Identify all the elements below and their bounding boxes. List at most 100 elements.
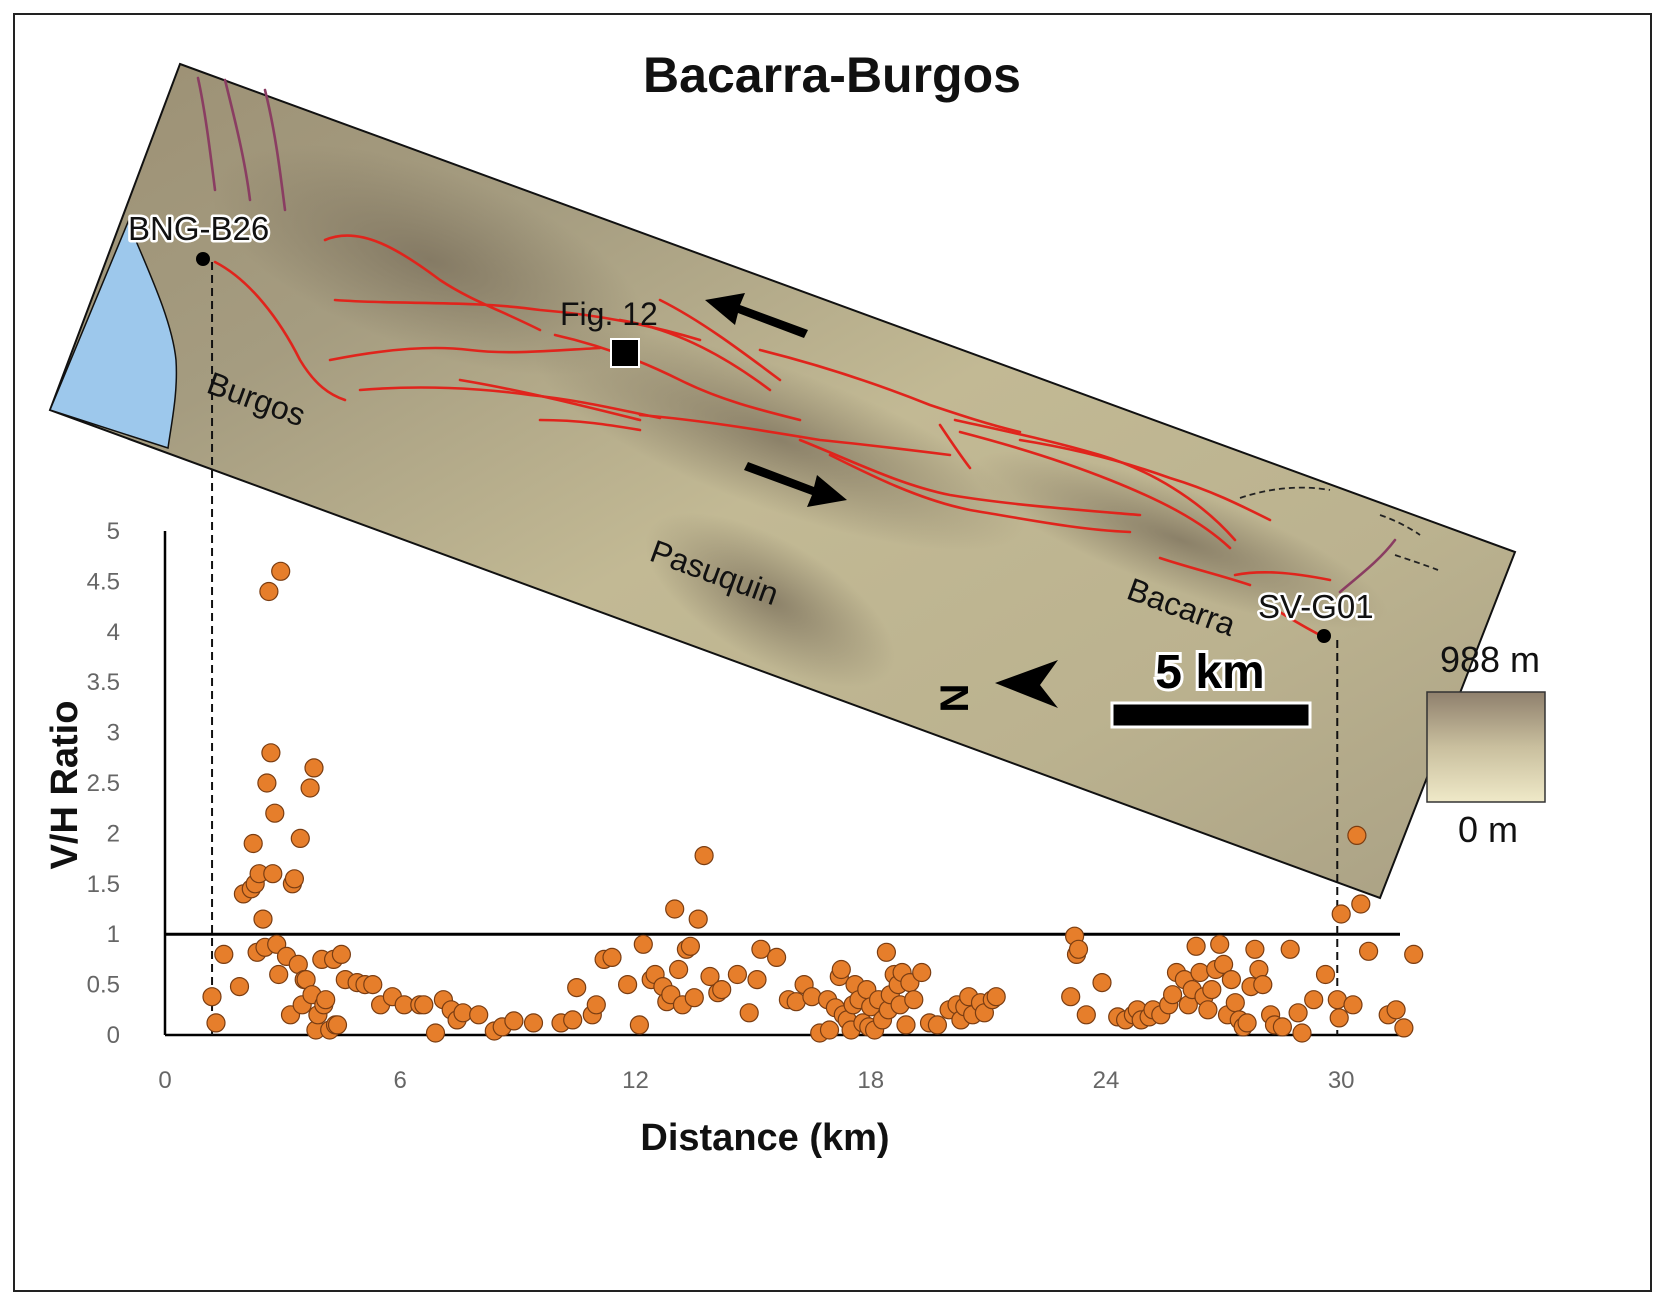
- data-point: [1329, 1008, 1349, 1028]
- north-arrow-icon: [995, 660, 1058, 708]
- data-point: [1076, 1005, 1096, 1025]
- x-tick-label: 0: [158, 1067, 171, 1094]
- y-axis-title: V/H Ratio: [44, 701, 86, 870]
- data-point: [819, 1020, 840, 1040]
- data-point: [453, 1003, 473, 1023]
- data-point: [523, 1013, 544, 1033]
- data-point: [202, 987, 222, 1007]
- data-point: [912, 962, 932, 983]
- data-point: [1358, 941, 1379, 961]
- data-point: [633, 934, 653, 954]
- data-point: [229, 976, 250, 997]
- data-point: [896, 1015, 916, 1035]
- data-point: [1394, 1018, 1414, 1038]
- y-axis-ticks: 0 0.5 1 1.5 2 2.5 3 3.5 4 4.5 5: [87, 518, 120, 1049]
- site-marker-end: [1317, 629, 1331, 643]
- y-tick-label: 5: [107, 518, 120, 545]
- data-point: [1198, 1000, 1218, 1020]
- data-point: [300, 778, 320, 798]
- x-tick-label: 12: [622, 1067, 649, 1094]
- scale-bar-label: 5 km: [1155, 646, 1264, 699]
- site-label-start: BNG-B26: [128, 210, 269, 247]
- data-point: [727, 964, 748, 985]
- y-tick-label: 4: [107, 619, 120, 646]
- data-point: [316, 990, 336, 1010]
- data-point: [1347, 825, 1367, 846]
- elevation-legend: 988 m 0 m: [1426, 639, 1546, 850]
- y-tick-label: 0: [107, 1022, 120, 1049]
- y-tick-label: 3.5: [87, 669, 120, 696]
- y-tick-label: 3: [107, 720, 120, 747]
- ridge-shade: [211, 144, 649, 376]
- data-point: [271, 561, 291, 581]
- data-point: [504, 1011, 524, 1031]
- data-point: [1162, 985, 1183, 1005]
- data-point: [876, 942, 897, 962]
- data-point: [1068, 939, 1089, 959]
- data-point: [263, 864, 283, 884]
- data-point: [1210, 934, 1230, 954]
- data-point: [1292, 1023, 1312, 1043]
- fig12-marker: [610, 338, 640, 368]
- data-point: [1272, 1017, 1293, 1037]
- site-guide-lines: [211, 262, 1339, 1035]
- data-point: [684, 988, 704, 1008]
- elevation-min-label: 0 m: [1458, 809, 1518, 850]
- data-point: [1351, 894, 1371, 914]
- ridge-shade: [972, 451, 1388, 629]
- x-tick-label: 6: [394, 1067, 407, 1094]
- data-point: [1202, 979, 1222, 1000]
- data-point: [802, 987, 822, 1007]
- data-point: [1404, 944, 1424, 965]
- data-point: [1386, 1000, 1406, 1020]
- data-point: [680, 936, 701, 956]
- elevation-colorbar: [1426, 691, 1546, 803]
- data-point: [668, 959, 689, 980]
- data-point: [269, 964, 289, 985]
- data-point: [425, 1023, 446, 1043]
- data-point: [1304, 990, 1324, 1010]
- data-point: [567, 977, 587, 998]
- data-point: [694, 845, 714, 866]
- elevation-max-label: 988 m: [1440, 639, 1540, 680]
- data-point: [629, 1015, 650, 1035]
- data-point: [265, 803, 285, 823]
- x-axis-ticks: 0 6 12 18 24 30: [158, 1067, 1354, 1094]
- ridge-shade: [534, 329, 1026, 551]
- data-point: [700, 966, 720, 987]
- vh-ratio-chart: 0 0.5 1 1.5 2 2.5 3 3.5 4 4.5 5 0 6 12 18 24 30 Distanc…: [44, 262, 1424, 1159]
- ridge-shade: [645, 512, 895, 688]
- fig12-label: Fig. 12: [560, 296, 658, 332]
- data-point: [1221, 969, 1242, 990]
- data-point: [831, 959, 851, 980]
- data-point: [1213, 954, 1234, 975]
- data-point: [1061, 987, 1081, 1007]
- sinistral-arrow-upper: [705, 293, 808, 338]
- data-point: [1315, 964, 1336, 985]
- data-point: [563, 1010, 583, 1030]
- data-point: [214, 944, 234, 965]
- data-point: [469, 1005, 489, 1025]
- data-point: [290, 828, 310, 849]
- site-label-end: SV-G01: [1258, 588, 1374, 625]
- y-tick-label: 2.5: [87, 770, 120, 797]
- data-point: [1186, 936, 1206, 956]
- data-point: [1331, 904, 1351, 924]
- data-point: [1280, 939, 1300, 959]
- sea-area: [48, 220, 178, 449]
- data-point: [1343, 995, 1363, 1015]
- data-point: [284, 869, 304, 889]
- data-point: [1092, 972, 1112, 993]
- data-point: [259, 581, 279, 602]
- data-point: [712, 979, 732, 1000]
- data-point: [586, 995, 606, 1015]
- fault-traces: [196, 76, 1439, 637]
- data-point: [986, 987, 1006, 1007]
- data-point: [617, 974, 638, 995]
- data-point: [1245, 939, 1265, 959]
- data-point: [363, 974, 383, 995]
- north-label: N: [933, 684, 977, 713]
- terrain-map: Fig. 12 Burgos Pasuquin Bacarra N 5 km B…: [48, 62, 1517, 900]
- y-tick-label: 1: [107, 921, 120, 948]
